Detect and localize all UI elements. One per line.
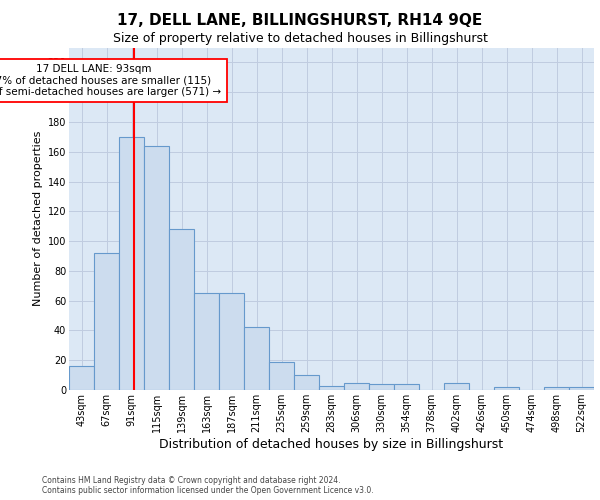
Bar: [244, 328, 269, 390]
Bar: [369, 384, 394, 390]
Bar: [69, 366, 94, 390]
Bar: [344, 382, 369, 390]
Bar: [544, 387, 569, 390]
Y-axis label: Number of detached properties: Number of detached properties: [34, 131, 43, 306]
Bar: [144, 146, 169, 390]
Bar: [169, 229, 194, 390]
Text: Contains HM Land Registry data © Crown copyright and database right 2024.
Contai: Contains HM Land Registry data © Crown c…: [42, 476, 374, 495]
Bar: [119, 137, 144, 390]
Bar: [94, 253, 119, 390]
X-axis label: Distribution of detached houses by size in Billingshurst: Distribution of detached houses by size …: [160, 438, 503, 451]
Bar: [194, 293, 219, 390]
Bar: [269, 362, 294, 390]
Text: Size of property relative to detached houses in Billingshurst: Size of property relative to detached ho…: [113, 32, 487, 45]
Bar: [569, 387, 594, 390]
Bar: [444, 382, 469, 390]
Text: 17 DELL LANE: 93sqm
← 17% of detached houses are smaller (115)
82% of semi-detac: 17 DELL LANE: 93sqm ← 17% of detached ho…: [0, 64, 221, 97]
Bar: [319, 386, 344, 390]
Bar: [394, 384, 419, 390]
Bar: [219, 293, 244, 390]
Bar: [494, 387, 519, 390]
Bar: [294, 375, 319, 390]
Text: 17, DELL LANE, BILLINGSHURST, RH14 9QE: 17, DELL LANE, BILLINGSHURST, RH14 9QE: [118, 13, 482, 28]
